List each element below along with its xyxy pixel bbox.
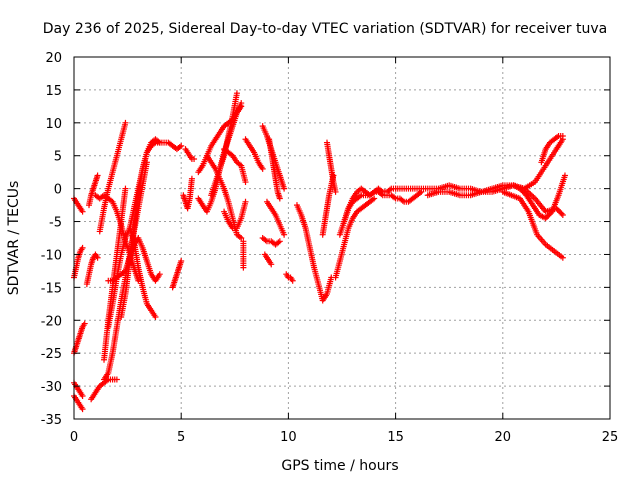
series-t36	[323, 139, 339, 195]
series-t1	[71, 195, 86, 215]
chart-title: Day 236 of 2025, Sidereal Day-to-day VTE…	[43, 21, 607, 37]
series-t13	[105, 225, 159, 330]
series-t34	[293, 202, 335, 304]
data-point	[79, 208, 86, 215]
data-point	[152, 313, 159, 320]
data-point	[233, 90, 240, 97]
data-point	[122, 185, 129, 192]
series-t6	[86, 172, 101, 209]
data-point	[156, 139, 163, 146]
y-tick-label: -25	[41, 347, 62, 362]
series-t37	[332, 195, 378, 281]
y-tick-label: -5	[49, 216, 62, 231]
y-tick-label: -35	[41, 413, 62, 428]
series-t2	[71, 244, 86, 281]
data-point	[281, 231, 288, 238]
data-point	[276, 195, 283, 202]
data-point	[558, 210, 565, 217]
axis-ticks: 0 5 10 15 20 25 -35 -30 -25 -20 -15 -10 -5 0 5 10 15 20	[41, 51, 619, 445]
data-point	[561, 172, 568, 179]
data-point	[156, 271, 163, 278]
data-point	[94, 172, 101, 179]
series-t26	[240, 238, 247, 271]
data-point	[559, 254, 566, 261]
series-t43	[510, 172, 568, 222]
data-point	[332, 188, 339, 195]
data-point	[281, 185, 288, 192]
data-point	[268, 261, 275, 268]
x-axis-label: GPS time / hours	[281, 458, 398, 474]
x-tick-label: 10	[280, 430, 297, 445]
series-t18	[182, 146, 198, 163]
x-tick-label: 20	[495, 430, 512, 445]
data-point	[122, 119, 129, 126]
data-point	[289, 277, 296, 284]
series-t28	[259, 235, 283, 248]
y-tick-label: 10	[45, 117, 62, 132]
series-t30	[259, 123, 288, 192]
series-t16	[126, 139, 163, 232]
x-tick-label: 0	[70, 430, 78, 445]
y-tick-label: 0	[54, 183, 62, 198]
data-point	[547, 209, 554, 216]
series-t44	[538, 132, 566, 166]
series-t22	[203, 152, 245, 241]
data-point	[238, 100, 245, 107]
x-tick-label: 15	[387, 430, 404, 445]
data-point	[242, 179, 249, 186]
series-t29	[261, 251, 275, 268]
series-t42	[499, 188, 566, 261]
x-tick-label: 5	[177, 430, 185, 445]
y-tick-label: 15	[45, 84, 62, 99]
data-point	[113, 376, 120, 383]
data-point	[238, 235, 245, 241]
series-t19	[180, 175, 195, 212]
series-t33	[283, 271, 296, 284]
data-point	[94, 254, 101, 261]
data-point	[276, 238, 283, 245]
x-tick-label: 25	[602, 430, 619, 445]
y-tick-label: -10	[41, 248, 62, 263]
series-t40	[392, 136, 566, 195]
data-point	[188, 175, 195, 182]
data-point	[178, 142, 185, 149]
data-point	[178, 258, 185, 265]
series-t27	[242, 136, 266, 172]
series-t25	[221, 146, 249, 186]
data-point	[371, 195, 378, 202]
series-t7	[83, 251, 101, 288]
data-point	[79, 406, 86, 413]
data-points	[71, 90, 568, 413]
data-point	[242, 198, 249, 205]
grid	[74, 57, 610, 419]
data-point	[259, 165, 266, 172]
y-tick-label: 5	[54, 150, 62, 165]
series-t39	[336, 188, 425, 238]
data-point	[559, 132, 566, 139]
series-t31	[263, 198, 288, 238]
y-tick-label: -20	[41, 314, 62, 329]
data-point	[79, 392, 86, 399]
data-point	[79, 244, 86, 251]
data-point	[191, 156, 198, 163]
series-t20	[195, 90, 240, 215]
y-tick-label: 20	[45, 51, 62, 66]
series-t17	[169, 258, 185, 291]
plot-frame	[73, 56, 611, 420]
series-t24	[221, 198, 249, 232]
data-point	[81, 320, 88, 327]
y-tick-label: -15	[41, 281, 62, 296]
y-tick-label: -30	[41, 380, 62, 395]
series-t32	[266, 136, 283, 202]
data-point	[240, 264, 247, 271]
y-axis-label: SDTVAR / TECUs	[6, 181, 22, 296]
data-point	[559, 211, 566, 218]
